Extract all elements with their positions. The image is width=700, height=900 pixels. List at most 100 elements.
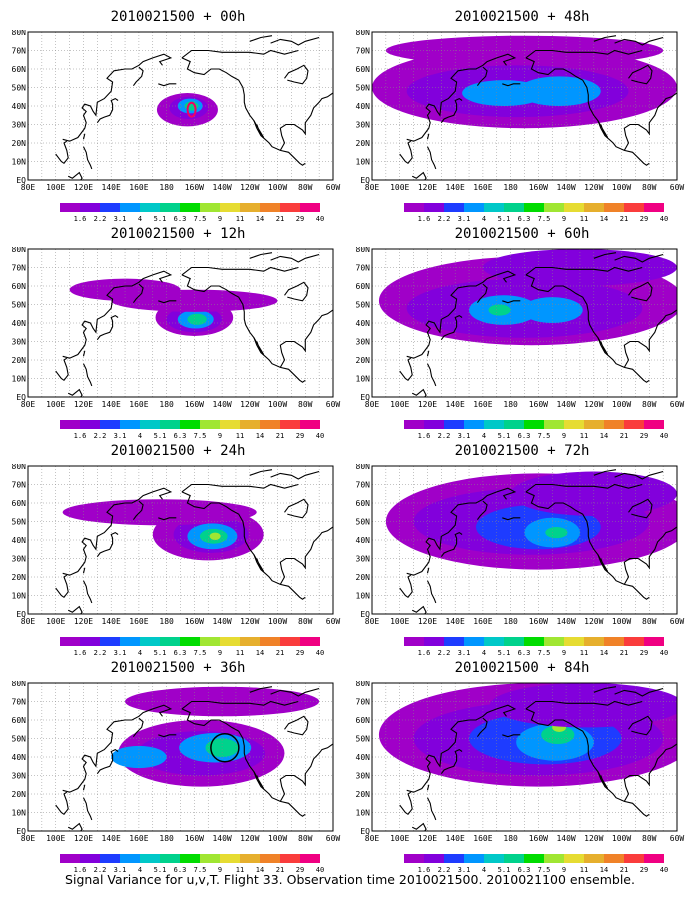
lat-tick-label: 30N (356, 772, 371, 781)
lon-tick-label: 80W (298, 617, 313, 626)
coastline (55, 357, 69, 382)
colorbar-label: 1.6 (74, 432, 87, 440)
lat-tick-label: 20N (356, 139, 371, 148)
lat-tick-label: 70N (12, 698, 27, 707)
colorbar-swatch (604, 420, 624, 429)
colorbar-swatch (120, 637, 140, 646)
lon-tick-label: 160W (185, 834, 204, 843)
colorbar-swatch (100, 420, 120, 429)
colorbar-swatch (180, 637, 200, 646)
lat-tick-label: EQ (360, 176, 370, 185)
lon-tick-label: 180 (503, 617, 518, 626)
lon-tick-label: 180 (503, 183, 518, 192)
coastline (96, 748, 119, 775)
lat-tick-label: 20N (12, 356, 27, 365)
lat-tick-label: 80N (12, 247, 27, 254)
lon-tick-label: 140E (102, 183, 121, 192)
colorbar-label: 2.2 (438, 215, 451, 223)
lon-tick-label: 140W (212, 183, 231, 192)
lon-tick-label: 160W (185, 400, 204, 409)
coastline (525, 49, 643, 59)
lon-tick-label: 140E (446, 183, 465, 192)
colorbar-swatch (424, 420, 444, 429)
colorbar-label: 21 (620, 432, 628, 440)
colorbar-swatch (624, 420, 644, 429)
coastline (279, 92, 333, 151)
colorbar: 1.6 2.2 3.1 4 5.1 6.3 7.5 9 11 14 21 29 40 (404, 637, 668, 657)
colorbar: 1.6 2.2 3.1 4 5.1 6.3 7.5 9 11 14 21 29 40 (404, 420, 668, 440)
colorbar-swatch (220, 637, 240, 646)
variance-contour (205, 738, 239, 757)
colorbar-label: 3.1 (458, 866, 471, 874)
colorbar-swatch (200, 854, 220, 863)
lat-tick-label: 40N (356, 319, 371, 328)
coastline (676, 719, 677, 720)
colorbar-swatch (444, 420, 464, 429)
signal-variance-map: EQ 10N 20N 30N 40N 50N 60N 70N 80N 80E 100E 120E 140… (12, 681, 341, 843)
coastline (476, 66, 488, 87)
coastline (284, 64, 309, 85)
coastline (55, 140, 69, 165)
panel-title: 2010021500 + 84h (454, 660, 590, 676)
lon-tick-label: 80W (642, 617, 657, 626)
colorbar-label: 5.1 (498, 866, 511, 874)
lon-tick-label: 100E (46, 400, 65, 409)
colorbar-label: 29 (640, 649, 648, 657)
colorbar-swatch (484, 203, 504, 212)
lat-tick-label: 70N (12, 47, 27, 56)
coastline (676, 68, 677, 69)
coastline (132, 66, 144, 87)
coastline (55, 791, 69, 816)
lon-tick-label: 100W (268, 617, 287, 626)
colorbar-label: 6.3 (518, 649, 531, 657)
lon-tick-label: 140W (556, 400, 575, 409)
colorbar-swatch (424, 854, 444, 863)
colorbar: 1.6 2.2 3.1 4 5.1 6.3 7.5 9 11 14 21 29 40 (404, 854, 668, 874)
lon-tick-label: 160W (529, 617, 548, 626)
colorbar-label: 21 (276, 215, 284, 223)
colorbar-label: 11 (236, 649, 244, 657)
coastline (332, 68, 333, 69)
colorbar-label: 3.1 (114, 432, 127, 440)
variance-contour (541, 725, 575, 745)
coastline (502, 83, 521, 87)
lat-tick-label: 30N (12, 338, 27, 347)
coastline (279, 309, 333, 368)
lon-tick-label: 100E (390, 617, 409, 626)
colorbar-label: 40 (660, 866, 668, 874)
colorbar-label: 5.1 (154, 432, 167, 440)
coastline (253, 337, 265, 355)
colorbar: 1.6 2.2 3.1 4 5.1 6.3 7.5 9 11 14 21 29 40 (60, 203, 324, 223)
lon-tick-label: 160E (473, 617, 492, 626)
lon-tick-label: 160E (129, 617, 148, 626)
panel-lead-00h: 2010021500 + 00h EQ 10N 20N 30N 40N 50N 60N 70N… (8, 8, 348, 223)
lon-tick-label: 120E (74, 617, 93, 626)
colorbar-label: 21 (276, 432, 284, 440)
panel-lead-72h: 2010021500 + 72h EQ 10N 20N 30N 40N 50N 60N 70N… (352, 442, 692, 657)
lon-tick-label: 140E (446, 834, 465, 843)
colorbar-swatch (300, 420, 320, 429)
colorbar-swatch (100, 637, 120, 646)
colorbar-label: 9 (562, 649, 566, 657)
colorbar-swatch (484, 420, 504, 429)
coastline (96, 314, 119, 341)
colorbar-swatch (180, 203, 200, 212)
lat-tick-label: 60N (12, 65, 27, 74)
colorbar-swatch (504, 203, 524, 212)
colorbar-label: 2.2 (94, 866, 107, 874)
colorbar-label: 5.1 (154, 649, 167, 657)
lat-tick-label: 50N (356, 735, 371, 744)
colorbar-label: 29 (640, 215, 648, 223)
colorbar-swatch (140, 203, 160, 212)
lon-tick-label: 140W (212, 617, 231, 626)
colorbar-label: 7.5 (538, 432, 551, 440)
colorbar-swatch (220, 203, 240, 212)
colorbar-label: 4 (482, 215, 486, 223)
lat-tick-label: 60N (356, 499, 371, 508)
colorbar-swatch (200, 420, 220, 429)
coastline (158, 734, 177, 738)
colorbar-swatch (220, 854, 240, 863)
colorbar-swatch (200, 203, 220, 212)
lon-tick-label: 140E (102, 617, 121, 626)
lon-tick-label: 80W (642, 183, 657, 192)
